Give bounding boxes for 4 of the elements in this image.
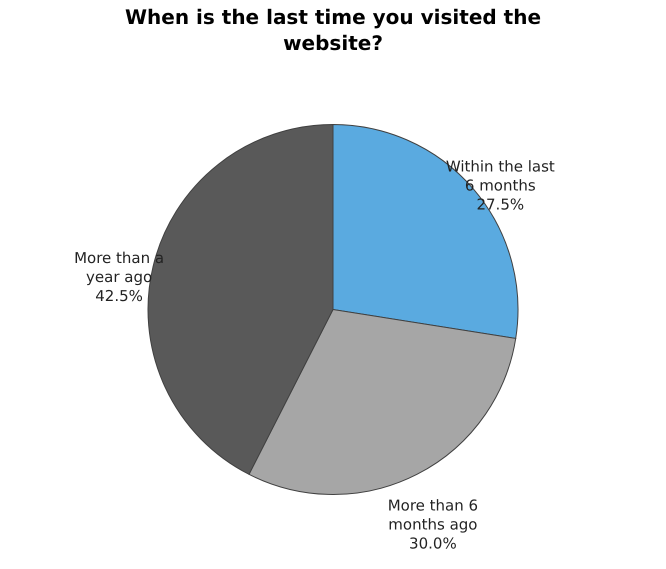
chart-title: When is the last time you visited the website?	[124, 5, 542, 55]
slice-label: More than 6 months ago	[388, 496, 478, 534]
data-label: 42.5%	[95, 287, 143, 306]
data-label: 30.0%	[409, 534, 457, 553]
